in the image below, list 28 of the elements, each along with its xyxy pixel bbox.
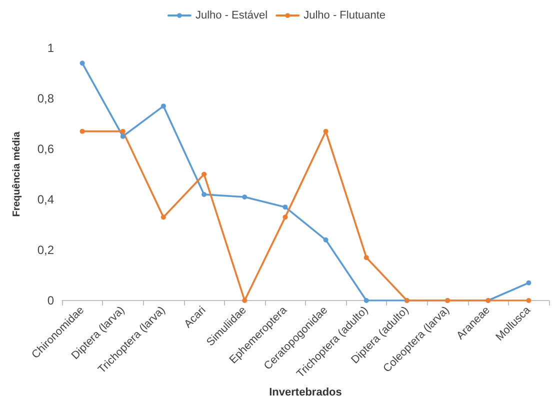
y-tick-label: 0,2: [37, 243, 54, 258]
point: [526, 298, 532, 304]
point: [323, 237, 328, 242]
legend-label: Julho - Flutuante: [304, 10, 386, 22]
point: [160, 214, 166, 220]
y-axis-title: Frequência média: [12, 131, 22, 217]
point: [282, 204, 288, 210]
point: [120, 128, 126, 134]
y-tick-label: 1: [47, 41, 54, 55]
point: [80, 128, 85, 134]
point: [242, 194, 248, 200]
y-tick-label: 0,6: [37, 142, 54, 156]
legend-label: Julho - Estável: [195, 10, 268, 22]
x-axis-title: Invertebrados: [269, 386, 342, 398]
point: [202, 192, 207, 197]
point: [364, 298, 369, 304]
point: [242, 298, 248, 304]
point: [526, 280, 532, 286]
y-tick-label: 0: [47, 294, 54, 308]
point: [160, 104, 166, 109]
point: [202, 172, 207, 177]
point: [364, 255, 369, 260]
y-tick-label: 0,8: [37, 92, 54, 106]
point: [120, 134, 126, 139]
point: [323, 128, 328, 134]
point: [282, 214, 288, 220]
point: [80, 60, 85, 66]
y-tick-label: 0,4: [37, 192, 54, 207]
